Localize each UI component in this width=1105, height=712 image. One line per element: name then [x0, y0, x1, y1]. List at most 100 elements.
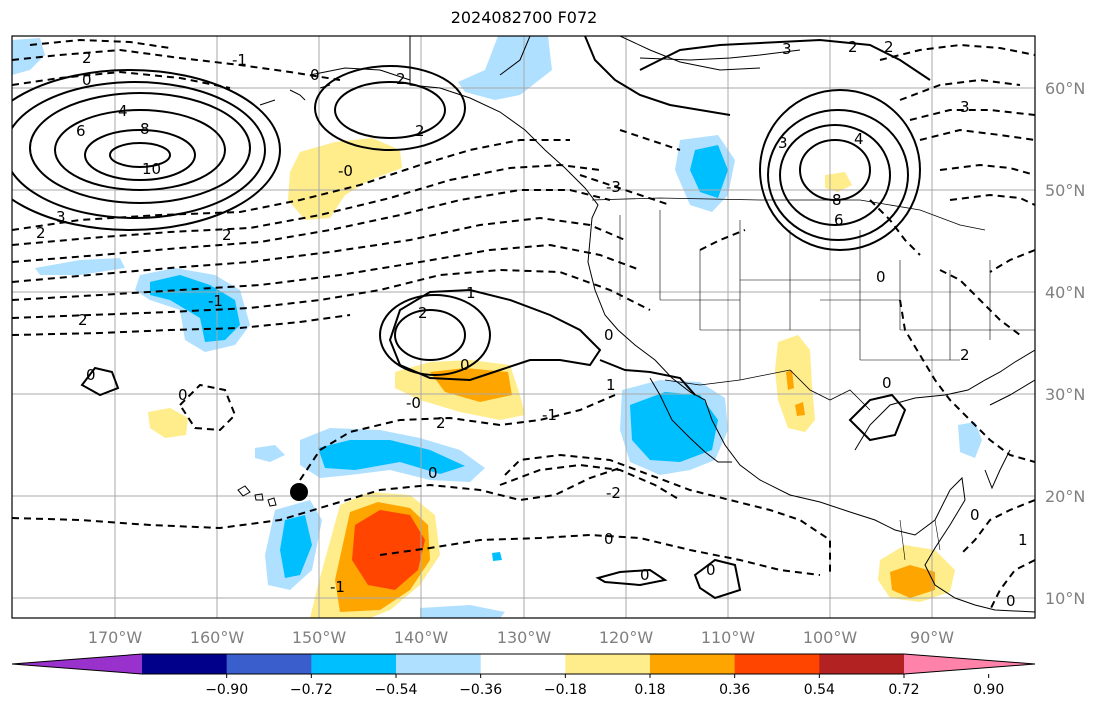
colorbar: −0.90 −0.72 −0.54 −0.36 −0.18 0.18 0.36 0.54 0.7… [11, 653, 1036, 698]
map-title: 2024082700 F072 [450, 8, 598, 27]
contour-label: 10 [142, 160, 161, 178]
neg-anomaly-south-core [280, 515, 312, 578]
contour-label: 0 [604, 530, 614, 548]
coastlines [237, 36, 1035, 613]
contour-label: 0 [706, 561, 716, 579]
contour-label: 1 [606, 376, 616, 394]
longitude-label: 120°W [599, 628, 654, 647]
contour-label: -1 [208, 292, 223, 310]
contour-label: 2 [36, 224, 46, 242]
contour-label: 2 [418, 304, 428, 322]
longitude-label: 150°W [292, 628, 347, 647]
colorbar-segment [650, 654, 736, 674]
colorbar-segment [565, 654, 651, 674]
pos-anomaly-gulf-alaska [288, 138, 402, 220]
contour-label: 0 [460, 356, 470, 374]
contour-label: 2 [82, 49, 92, 67]
longitude-label: 100°W [803, 628, 858, 647]
longitude-label: 140°W [394, 628, 449, 647]
contour-label: 2 [848, 38, 858, 56]
pos-anomaly-pacific-high [148, 408, 188, 438]
neg-anomaly-ne-pacific [12, 38, 45, 75]
colorbar-tick-label: 0.90 [973, 682, 1004, 698]
colorbar-outline [11, 653, 1036, 675]
contour-label: 0 [310, 66, 320, 84]
contour-label: 2 [396, 70, 406, 88]
contour-label: 0 [82, 71, 92, 89]
colorbar-segment [819, 654, 905, 674]
longitude-label: 130°W [497, 628, 552, 647]
contour-label: 2 [960, 346, 970, 364]
contour-label: 3 [960, 98, 970, 116]
longitude-label: 110°W [701, 628, 756, 647]
contour-label: 2 [415, 122, 425, 140]
contour-label: 4 [854, 130, 864, 148]
contour-label: 2 [222, 226, 232, 244]
colorbar-segment [226, 654, 312, 674]
contour-label: 8 [140, 120, 150, 138]
contour-label: 6 [834, 211, 844, 229]
contour-label: 4 [118, 102, 128, 120]
plot-frame [11, 35, 1036, 619]
contour-label: 0 [86, 366, 96, 384]
latitude-label: 50°N [1045, 181, 1085, 200]
pos-anomaly-south-pacific-core [352, 510, 425, 590]
latitude-labels: 60°N 50°N 40°N 30°N 20°N 10°N [1045, 79, 1085, 608]
colorbar-tick-label: 0.72 [888, 682, 919, 698]
longitude-label: 160°W [190, 628, 245, 647]
contour-label: -0 [338, 162, 353, 180]
latitude-label: 20°N [1045, 487, 1085, 506]
colorbar-segment [142, 654, 228, 674]
contour-label: 0 [970, 506, 980, 524]
neg-anomaly-gulf [958, 422, 982, 458]
longitude-labels: 170°W 160°W 150°W 140°W 130°W 120°W 110°W 100°W… [88, 628, 954, 647]
location-marker-dot [290, 483, 308, 501]
colorbar-tick-label: −0.72 [290, 682, 333, 698]
contour-label: -2 [606, 484, 621, 502]
colorbar-tick-label: −0.90 [205, 682, 248, 698]
neg-anomaly-rockies-core [690, 145, 728, 198]
contour-label: -3 [606, 178, 621, 196]
neg-anomaly-west-pacific [35, 258, 125, 275]
contour-label: 0 [604, 326, 614, 344]
contour-label: 0 [882, 374, 892, 392]
graticule [12, 36, 1035, 618]
colorbar-tick-label: −0.54 [375, 682, 418, 698]
longitude-label: 170°W [88, 628, 143, 647]
colorbar-tick-label: −0.36 [459, 682, 502, 698]
contour-label: 1 [1018, 531, 1028, 549]
contour-label: 1 [466, 284, 476, 302]
pos-anomaly-texas-core2 [795, 402, 805, 416]
contour-label: 8 [832, 191, 842, 209]
neg-anomaly-alaska [458, 36, 552, 100]
colorbar-tick-label: 0.36 [719, 682, 750, 698]
neg-anomaly-far-south [420, 605, 505, 618]
contour-label: 2 [436, 414, 446, 432]
longitude-label: 90°W [910, 628, 954, 647]
colorbar-extend-high [904, 654, 1035, 674]
pos-anomaly-central-america-core [890, 565, 935, 598]
contour-label: 3 [56, 208, 66, 226]
contour-label: 2 [78, 311, 88, 329]
latitude-label: 40°N [1045, 283, 1085, 302]
contour-label: 2 [884, 38, 894, 56]
contour-label: 6 [76, 122, 86, 140]
contour-label: -1 [542, 406, 557, 424]
latitude-label: 30°N [1045, 385, 1085, 404]
contour-label: 0 [428, 464, 438, 482]
contour-label: -0 [406, 394, 421, 412]
contour-label: 0 [876, 268, 886, 286]
contour-label: 3 [778, 134, 788, 152]
neg-anomaly-hawaii-small [255, 445, 285, 462]
contour-labels: 2 0 -1 4 6 8 10 3 2 0 2 2 -0 2 -1 2 1 2 … [36, 38, 1028, 610]
colorbar-segment [311, 654, 397, 674]
pos-anomaly-texas-core [786, 370, 794, 390]
pos-anomaly-texas [775, 335, 815, 432]
dashed-contours [12, 38, 1035, 611]
neg-anomaly-subtropic-core [318, 440, 465, 474]
colorbar-segment [734, 654, 820, 674]
neg-anomaly-baja-core [630, 392, 718, 462]
contour-label: -1 [232, 51, 247, 69]
colorbar-segment [396, 654, 482, 674]
pos-anomaly-plains [825, 172, 852, 192]
